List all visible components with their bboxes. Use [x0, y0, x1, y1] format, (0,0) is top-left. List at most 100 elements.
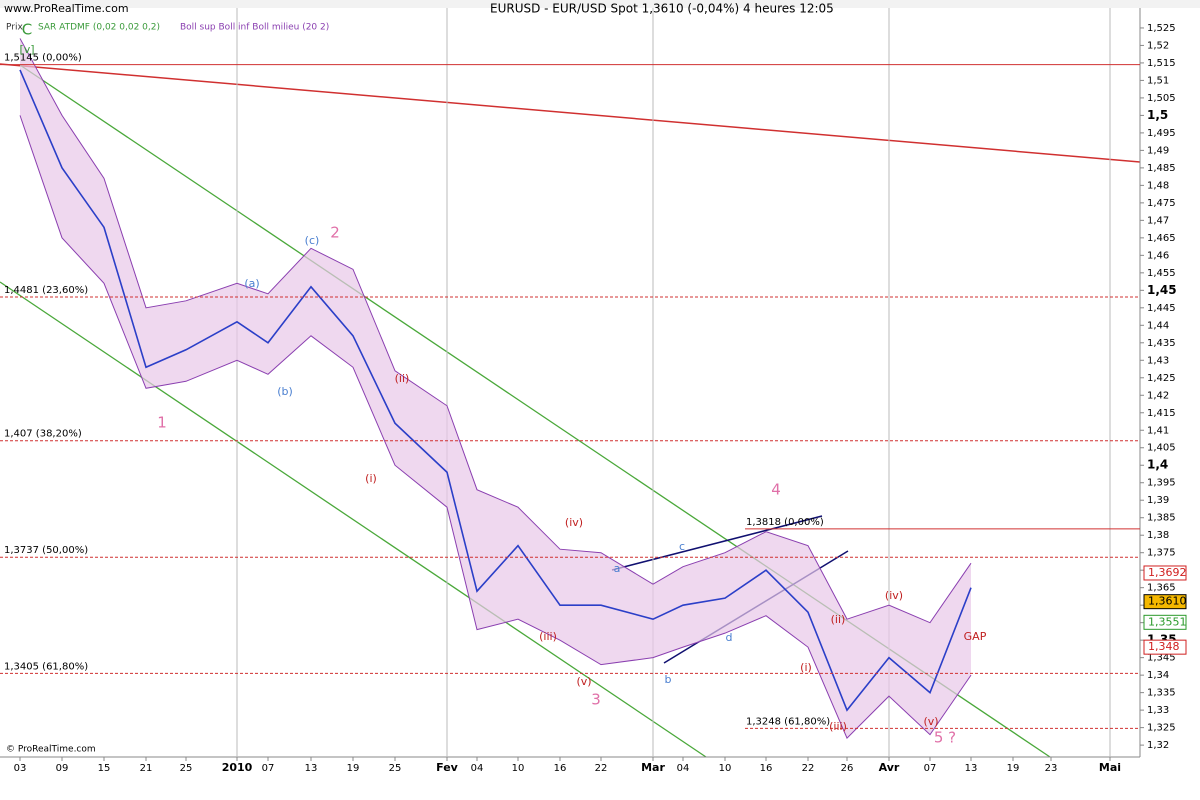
x-tick-label: Mai [1099, 761, 1121, 774]
x-tick-label: 21 [140, 763, 153, 774]
wave-label: (iii) [829, 720, 847, 733]
level-label: 1,3818 (0,00%) [746, 517, 824, 528]
x-tick-label: 04 [471, 763, 484, 774]
series-line [19, 115, 972, 739]
x-tick-label: 07 [924, 763, 937, 774]
y-tick-label: 1,465 [1147, 233, 1176, 244]
wave-label: 4 [771, 481, 781, 499]
level-label: 1,3405 (61,80%) [4, 661, 88, 672]
y-tick-label: 1,5 [1147, 108, 1168, 122]
x-tick-label: 03 [14, 763, 27, 774]
wave-label: (c) [305, 234, 320, 247]
y-tick-label: 1,38 [1147, 530, 1169, 541]
x-tick-label: 22 [802, 763, 815, 774]
bollinger-band [20, 38, 971, 739]
x-tick-label: 09 [56, 763, 69, 774]
price-marker [1143, 614, 1187, 630]
wave-label: (iv) [885, 589, 903, 602]
y-tick-label: 1,51 [1147, 75, 1169, 86]
wave-label: (b) [277, 385, 293, 398]
y-tick-label: 1,47 [1147, 215, 1169, 226]
x-tick-label: 10 [512, 763, 525, 774]
legend-entry: Boll sup Boll inf Boll milieu (20 2) [180, 23, 329, 33]
y-tick-label: 1,32 [1147, 740, 1169, 751]
x-tick-label: 13 [305, 763, 318, 774]
wave-label: 3 [591, 691, 601, 709]
y-tick-label: 1,34 [1147, 670, 1169, 681]
y-tick-label: 1,46 [1147, 250, 1169, 261]
y-tick-label: 1,495 [1147, 128, 1176, 139]
x-tick-label: 19 [347, 763, 360, 774]
x-tick-label: 10 [719, 763, 732, 774]
legend-entry: SAR ATDMF (0,02 0,02 0,2) [38, 23, 160, 33]
price-marker-label: 1,3551 [1148, 615, 1187, 628]
y-tick-label: 1,42 [1147, 390, 1169, 401]
wave-label: (i) [365, 472, 377, 485]
price-marker-label: 1,348 [1148, 640, 1180, 653]
wave-label: (i) [800, 661, 812, 674]
wave-label: c [679, 540, 685, 553]
y-tick-label: 1,49 [1147, 145, 1169, 156]
legend-entry: Prix [6, 23, 23, 33]
x-tick-label: Avr [879, 761, 900, 774]
x-tick-label: 19 [1007, 763, 1020, 774]
wave-label: b [665, 673, 672, 686]
x-tick-label: 25 [389, 763, 402, 774]
wave-label: GAP [964, 630, 987, 643]
y-tick-label: 1,515 [1147, 58, 1176, 69]
x-tick-label: 15 [98, 763, 111, 774]
wave-label: 5 ? [934, 729, 956, 747]
y-tick-label: 1,445 [1147, 303, 1176, 314]
y-tick-label: 1,39 [1147, 495, 1169, 506]
price-marker-label: 1,3610 [1148, 595, 1187, 608]
y-tick-label: 1,485 [1147, 163, 1176, 174]
x-tick-label: 26 [841, 763, 854, 774]
wave-label: (v) [576, 675, 591, 688]
y-tick-label: 1,395 [1147, 478, 1176, 489]
series-line [19, 38, 972, 624]
y-tick-label: 1,505 [1147, 93, 1176, 104]
y-tick-label: 1,415 [1147, 408, 1176, 419]
y-tick-label: 1,4 [1147, 458, 1168, 472]
level-label: 1,407 (38,20%) [4, 429, 82, 440]
price-marker [1143, 639, 1187, 655]
series-line [19, 69, 972, 712]
level-label: 1,3248 (61,80%) [746, 716, 830, 727]
wave-label: (ii) [831, 613, 846, 626]
wave-label: (iii) [539, 630, 557, 643]
price-marker-label: 1,3692 [1148, 566, 1187, 579]
x-tick-label: 13 [965, 763, 978, 774]
x-tick-label: 16 [760, 763, 773, 774]
y-tick-label: 1,345 [1147, 653, 1176, 664]
y-tick-label: 1,455 [1147, 268, 1176, 279]
x-tick-label: 2010 [222, 761, 253, 774]
y-tick-label: 1,335 [1147, 688, 1176, 699]
watermark: www.ProRealTime.com [4, 2, 129, 15]
title-bar [0, 0, 1200, 8]
chart-title: EURUSD - EUR/USD Spot 1,3610 (-0,04%) 4 … [490, 2, 834, 16]
level-label: 1,5145 (0,00%) [4, 53, 82, 64]
y-tick-label: 1,48 [1147, 180, 1169, 191]
wave-label: 2 [330, 224, 340, 242]
y-tick-label: 1,405 [1147, 443, 1176, 454]
triangle-line [611, 515, 823, 571]
wave-label: [v] [19, 43, 34, 56]
level-label: 1,3737 (50,00%) [4, 545, 88, 556]
trend-line [0, 63, 1141, 163]
y-tick-label: 1,41 [1147, 425, 1169, 436]
wave-label: (a) [244, 277, 259, 290]
y-tick-label: 1,475 [1147, 198, 1176, 209]
y-tick-label: 1,33 [1147, 705, 1169, 716]
wave-label: (v) [923, 715, 938, 728]
x-tick-label: 04 [677, 763, 690, 774]
x-tick-label: 22 [595, 763, 608, 774]
y-tick-label: 1,325 [1147, 723, 1176, 734]
y-tick-label: 1,525 [1147, 23, 1176, 34]
y-tick-label: 1,44 [1147, 320, 1169, 331]
y-tick-label: 1,365 [1147, 583, 1176, 594]
x-tick-label: 23 [1045, 763, 1058, 774]
y-tick-label: 1,425 [1147, 373, 1176, 384]
x-tick-label: 16 [554, 763, 567, 774]
x-tick-label: Mar [641, 761, 665, 774]
